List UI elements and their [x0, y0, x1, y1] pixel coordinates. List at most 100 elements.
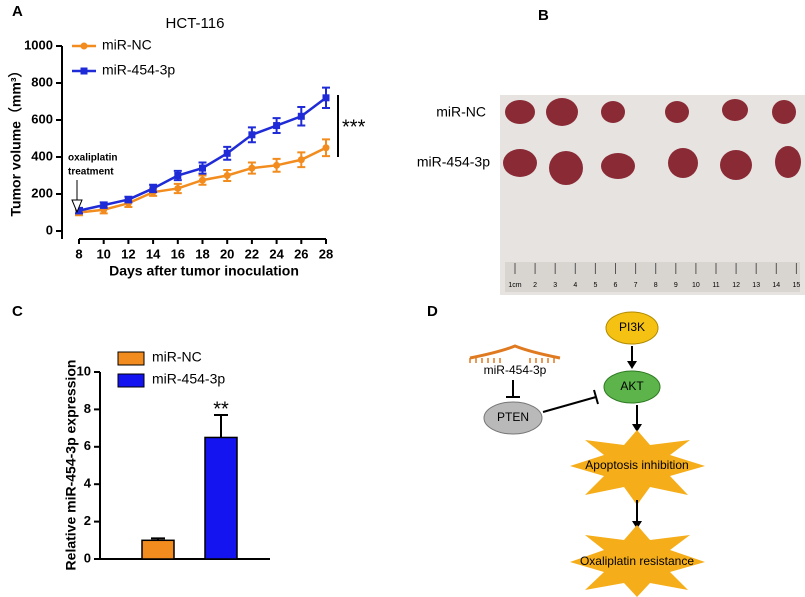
chart-title: HCT-116	[166, 15, 225, 32]
marker	[100, 201, 108, 209]
x-tick-label: 26	[294, 246, 308, 261]
node-label: Oxaliplatin resistance	[580, 554, 694, 568]
marker	[322, 144, 330, 152]
legend-marker	[80, 67, 88, 75]
ruler-label: 3	[553, 282, 557, 289]
marker	[322, 94, 330, 102]
panel-label: C	[12, 303, 23, 320]
legend-swatch	[117, 373, 145, 388]
x-tick-label: 24	[269, 246, 284, 261]
tumor	[505, 100, 535, 124]
ruler-label: 14	[772, 282, 780, 289]
annotation: **	[213, 398, 229, 420]
inhibit-bar	[593, 389, 599, 405]
bar	[141, 539, 175, 560]
arrowhead	[627, 361, 637, 369]
annotation: oxaliplatin	[68, 153, 117, 164]
tumor	[772, 100, 796, 124]
mirna-teeth	[469, 358, 555, 363]
tumor	[549, 151, 583, 185]
ruler-label: 12	[732, 282, 740, 289]
starburst	[570, 525, 705, 597]
marker	[223, 172, 231, 179]
annotation: treatment	[68, 167, 114, 178]
ruler-label: 6	[614, 282, 618, 289]
y-tick-label: 1000	[24, 37, 53, 52]
legend-marker	[80, 42, 88, 50]
ruler-label: 4	[573, 282, 577, 289]
marker	[248, 164, 256, 172]
x-tick-label: 8	[75, 246, 82, 261]
x-tick-label: 20	[220, 246, 234, 261]
marker	[199, 176, 206, 184]
node-label: Apoptosis inhibition	[585, 458, 688, 472]
marker	[124, 196, 132, 204]
y-tick-label: 800	[31, 74, 53, 89]
marker	[149, 184, 157, 192]
node	[483, 401, 543, 435]
marker	[174, 172, 182, 179]
tumor-photo: miR-NC miR-454-3p 1cm 2 3 4 5 6 7 8 9 10 11 12 13 14 1…	[417, 95, 805, 295]
node	[605, 311, 659, 345]
starburst	[570, 430, 705, 505]
node-label: AKT	[620, 379, 644, 393]
x-tick-label: 12	[121, 246, 135, 261]
ruler-label: 15	[793, 282, 801, 289]
y-tick-label: 600	[31, 111, 53, 126]
pathway-diagram: PI3K AKT miR-454-3p PTEN Apoptosis inhib…	[469, 311, 705, 597]
node-label: miR-454-3p	[484, 363, 547, 377]
ruler-label: 2	[533, 282, 537, 289]
marker	[273, 122, 281, 130]
tumor	[601, 153, 635, 179]
y-tick-label: 2	[84, 513, 91, 528]
ruler-label: 1cm	[508, 282, 521, 289]
y-tick-label: 400	[31, 148, 53, 163]
y-tick-label: 8	[84, 401, 91, 416]
y-tick-label: 0	[46, 222, 53, 237]
annotation-arrow	[71, 180, 83, 214]
ruler-label: 11	[712, 282, 719, 289]
ruler-label: 10	[692, 282, 700, 289]
tumor	[601, 101, 625, 123]
legend-label: miR-NC	[152, 349, 202, 365]
tumor	[775, 146, 801, 178]
error-bar	[214, 414, 228, 438]
x-tick-label: 14	[146, 246, 161, 261]
node-label: PI3K	[619, 320, 645, 334]
marker	[223, 149, 231, 157]
y-tick-label: 6	[84, 438, 91, 453]
tumor	[720, 150, 752, 180]
photo-label: miR-NC	[436, 104, 486, 120]
marker	[297, 156, 305, 164]
legend-label: miR-454-3p	[152, 371, 225, 387]
y-tick-label: 0	[84, 550, 91, 565]
tumor	[665, 101, 689, 123]
y-axis-label: Tumor volume（mm³）	[8, 64, 24, 217]
marker	[273, 161, 281, 169]
legend-label: miR-454-3p	[102, 62, 175, 78]
x-tick-label: 16	[171, 246, 185, 261]
marker	[75, 207, 83, 215]
mirna-strand	[469, 344, 561, 360]
x-tick-label: 22	[245, 246, 259, 261]
marker	[297, 112, 305, 120]
tumor	[546, 98, 578, 126]
legend-label: miR-NC	[102, 37, 152, 53]
marker	[199, 164, 206, 172]
panel-label: B	[538, 7, 549, 24]
tumor	[503, 149, 537, 177]
x-tick-label: 28	[319, 246, 333, 261]
tumors	[503, 98, 801, 185]
ruler	[505, 262, 800, 292]
y-tick-label: 4	[84, 476, 92, 491]
ruler-label: 13	[752, 282, 760, 289]
inhibit-arrow	[542, 396, 597, 413]
node	[603, 370, 661, 404]
axis	[99, 372, 270, 560]
node-label: PTEN	[497, 410, 529, 424]
bar	[204, 436, 238, 560]
ruler-label: 9	[674, 282, 678, 289]
marker	[248, 131, 256, 139]
y-tick-label: 10	[77, 363, 91, 378]
